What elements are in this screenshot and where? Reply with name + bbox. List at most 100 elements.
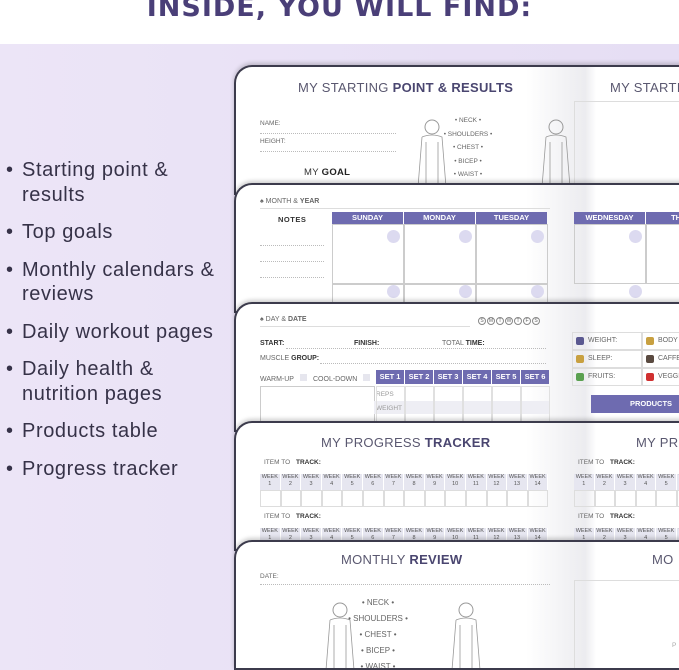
week-label: WEEK xyxy=(575,528,592,534)
set-header: SET 6 xyxy=(521,370,549,384)
week-header: WEEK 4 xyxy=(321,474,343,490)
week-header: WEEK 1 xyxy=(574,474,595,490)
week-number: 6 xyxy=(371,535,375,541)
week-label: WEEK xyxy=(282,474,299,480)
health-label: CAFFEI xyxy=(658,355,679,362)
date-label: DATE: xyxy=(260,573,279,580)
week-header: WEEK 2 xyxy=(594,474,616,490)
health-label: BODY F xyxy=(658,337,679,344)
start-label: START: xyxy=(260,340,285,347)
weekday-circle[interactable]: F xyxy=(523,317,531,325)
week-label: WEEK xyxy=(488,528,505,534)
week-label: WEEK xyxy=(658,474,675,480)
weekday-circle[interactable]: W xyxy=(505,317,513,325)
date-circle xyxy=(459,285,472,298)
feature-text: Monthly calendars & reviews xyxy=(22,258,215,306)
weekday-circle[interactable]: T xyxy=(514,317,522,325)
day-header: THUR xyxy=(646,212,679,224)
cooldown-checkbox[interactable] xyxy=(363,374,371,381)
feature-text: Daily health & nutrition pages xyxy=(22,358,163,405)
week-header: WEEK 3 xyxy=(615,474,636,490)
week-number: 7 xyxy=(391,535,395,541)
week-cell xyxy=(404,490,425,507)
weekday-circle[interactable]: S xyxy=(532,317,540,325)
weekday-circle[interactable]: M xyxy=(487,317,495,325)
week-number: 6 xyxy=(371,481,375,487)
item-label-bold: TRACK: xyxy=(296,459,321,466)
week-header: WEEK 7 xyxy=(383,474,405,490)
date-circle xyxy=(531,230,544,243)
measurement-label: • WAIST • xyxy=(453,171,483,178)
week-header: WEEK 11 xyxy=(466,474,487,490)
page-title: MY STARTING POINT & RESULTS xyxy=(298,80,514,95)
page-monthly-calendar: ♠ MONTH & YEAR NOTES SUNDAY MONDAY TUESDAY… xyxy=(234,183,679,313)
week-label: WEEK xyxy=(302,474,320,480)
week-cell xyxy=(527,490,549,507)
week-cell xyxy=(466,490,487,507)
week-number: 3 xyxy=(623,481,627,487)
measurement-label: • CHEST • xyxy=(359,630,397,639)
week-number: 2 xyxy=(602,535,606,541)
day-cell xyxy=(332,224,404,284)
week-number: 2 xyxy=(288,535,292,541)
week-label: WEEK xyxy=(405,528,423,534)
week-cell xyxy=(635,490,657,507)
week-cell xyxy=(507,490,528,507)
week-header: WEEK 12 xyxy=(486,474,508,490)
finish-label: FINISH: xyxy=(354,340,380,347)
item-label: ITEM TO xyxy=(578,459,605,466)
week-header: WEEK 13 xyxy=(507,474,528,490)
week-cell xyxy=(424,490,446,507)
health-icon xyxy=(576,355,584,363)
week-number: 8 xyxy=(412,535,416,541)
right-page-title: MO xyxy=(652,552,674,567)
health-cell xyxy=(572,368,642,386)
week-label: WEEK xyxy=(426,528,443,534)
week-label: WEEK xyxy=(616,528,634,534)
week-number: 9 xyxy=(433,481,437,487)
week-label: WEEK xyxy=(405,474,423,480)
body-back-icon xyxy=(451,602,481,668)
week-cell xyxy=(677,490,679,507)
health-icon xyxy=(646,337,654,345)
week-label: WEEK xyxy=(344,474,361,480)
week-number: 3 xyxy=(309,535,313,541)
day-date-label: ♠ DAY & DATE xyxy=(260,316,307,323)
week-cell xyxy=(363,490,384,507)
page-progress-tracker: MY PROGRESS TRACKER MY PRO ITEM TO TRACK… xyxy=(234,421,679,551)
week-header: WEEK 3 xyxy=(301,474,322,490)
item-label-bold: TRACK: xyxy=(610,513,635,520)
week-number: 11 xyxy=(472,535,479,541)
health-label: WEIGHT: xyxy=(588,337,618,344)
weekday-circle[interactable]: T xyxy=(496,317,504,325)
body-front-icon xyxy=(325,602,355,668)
set-header: SET 1 xyxy=(376,370,404,384)
week-header: WEEK 8 xyxy=(404,474,425,490)
week-number: 14 xyxy=(534,481,541,487)
week-label: WEEK xyxy=(596,528,613,534)
week-number: 8 xyxy=(412,481,416,487)
feature-text: Progress tracker xyxy=(22,457,179,480)
week-number: 1 xyxy=(268,535,272,541)
header-title: INSIDE, YOU WILL FIND: xyxy=(146,0,533,23)
feature-item: • Monthly calendars & reviews xyxy=(6,258,226,307)
measurement-label: • NECK • xyxy=(361,598,395,607)
week-cell xyxy=(301,490,322,507)
week-number: 14 xyxy=(534,535,541,541)
day-cell xyxy=(646,224,679,284)
warmup-checkbox[interactable] xyxy=(299,374,307,381)
day-cell xyxy=(476,224,548,284)
item-label-bold: TRACK: xyxy=(296,513,321,520)
week-label: WEEK xyxy=(302,528,320,534)
week-label: WEEK xyxy=(596,474,613,480)
weekday-circle[interactable]: S xyxy=(478,317,486,325)
health-label: SLEEP: xyxy=(588,355,613,362)
feature-item: • Daily workout pages xyxy=(6,320,226,345)
week-header: WEEK 1 xyxy=(260,474,281,490)
date-circle xyxy=(459,230,472,243)
warmup-label: WARM-UP xyxy=(260,374,307,383)
week-label: WEEK xyxy=(575,474,592,480)
week-label: WEEK xyxy=(447,474,464,480)
week-number: 5 xyxy=(664,535,668,541)
